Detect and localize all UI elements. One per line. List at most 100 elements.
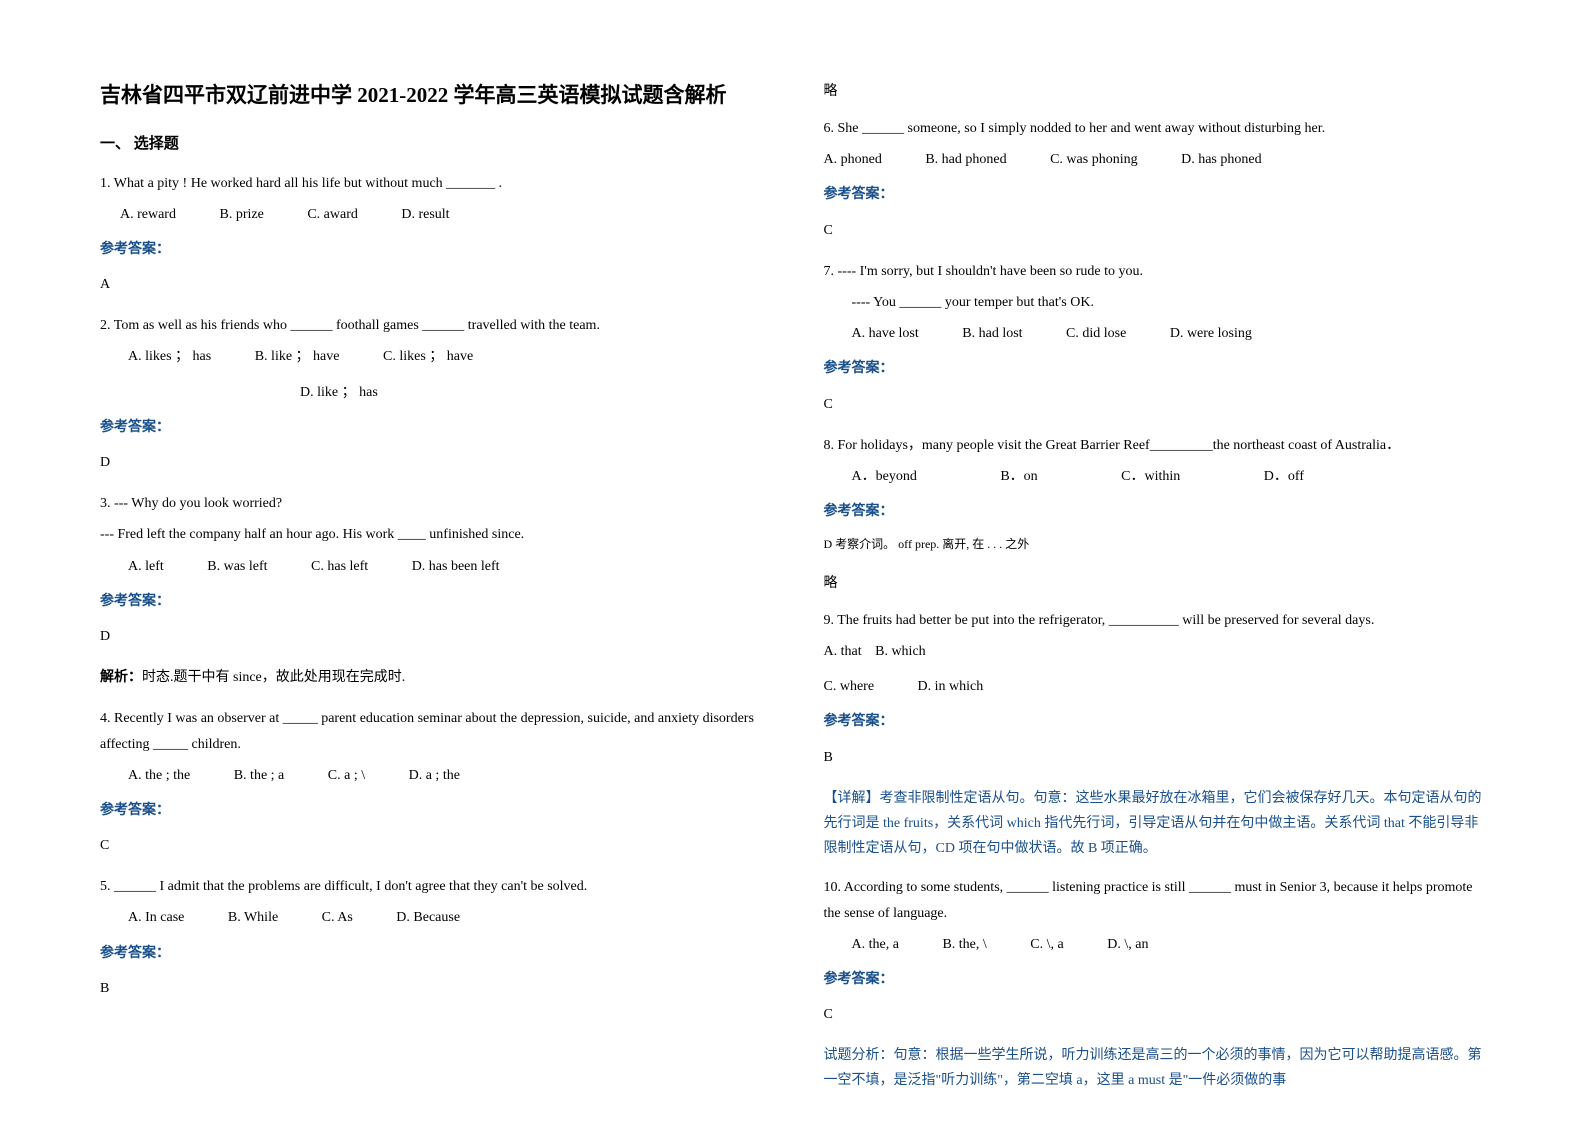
- question-3: 3. --- Why do you look worried? --- Fred…: [100, 491, 764, 690]
- q8-options: A．beyond B．on C．within D．off: [824, 464, 1488, 489]
- section-heading: 一、 选择题: [100, 132, 764, 153]
- q7-optD: D. were losing: [1170, 321, 1252, 346]
- q1-options: A. reward B. prize C. award D. result: [100, 202, 764, 227]
- question-4: 4. Recently I was an observer at _____ p…: [100, 706, 764, 858]
- question-1: 1. What a pity ! He worked hard all his …: [100, 171, 764, 298]
- q10-optA: A. the, a: [852, 932, 899, 957]
- q5-optA: A. In case: [128, 905, 184, 930]
- q6-optD: D. has phoned: [1181, 147, 1262, 172]
- q1-optA: A. reward: [120, 202, 176, 227]
- q10-options: A. the, a B. the, \ C. \, a D. \, an: [824, 932, 1488, 957]
- q9-optC: C. where: [824, 674, 875, 699]
- q5-answer: B: [100, 976, 764, 1001]
- q2-answer: D: [100, 450, 764, 475]
- q9-answer-label: 参考答案：: [824, 709, 1488, 734]
- q2-optB: B. like ； have: [255, 344, 340, 369]
- question-9: 9. The fruits had better be put into the…: [824, 608, 1488, 862]
- q1-optD: D. result: [401, 202, 449, 227]
- q4-answer-label: 参考答案：: [100, 798, 764, 823]
- question-8: 8. For holidays，many people visit the Gr…: [824, 433, 1488, 556]
- q10-text: 10. According to some students, ______ l…: [824, 875, 1488, 925]
- q9-options-row1: A. that B. which: [824, 639, 1488, 664]
- q8-optB: B．on: [1000, 464, 1037, 489]
- q4-optB: B. the ; a: [234, 763, 285, 788]
- q3-optB: B. was left: [207, 554, 267, 579]
- q3-text2: --- Fred left the company half an hour a…: [100, 522, 764, 547]
- q4-optC: C. a ; \: [328, 763, 365, 788]
- q7-text2: ---- You ______ your temper but that's O…: [824, 290, 1488, 315]
- q4-answer: C: [100, 833, 764, 858]
- q5-optD: D. Because: [396, 905, 460, 930]
- q1-optC: C. award: [307, 202, 358, 227]
- q6-text: 6. She ______ someone, so I simply nodde…: [824, 116, 1488, 141]
- q9-options-row2: C. where D. in which: [824, 674, 1488, 699]
- question-5: 5. ______ I admit that the problems are …: [100, 874, 764, 1001]
- q10-optD: D. \, an: [1107, 932, 1148, 957]
- q6-optA: A. phoned: [824, 147, 882, 172]
- q8-optD: D．off: [1264, 464, 1304, 489]
- q4-optA: A. the ; the: [128, 763, 190, 788]
- question-2: 2. Tom as well as his friends who ______…: [100, 313, 764, 475]
- q10-optC: C. \, a: [1030, 932, 1063, 957]
- q7-optB: B. had lost: [962, 321, 1022, 346]
- q2-optD: D. like ； has: [300, 380, 378, 405]
- q3-answer-label: 参考答案：: [100, 589, 764, 614]
- q7-text1: 7. ---- I'm sorry, but I shouldn't have …: [824, 259, 1488, 284]
- q1-text: 1. What a pity ! He worked hard all his …: [100, 171, 764, 196]
- q6-options: A. phoned B. had phoned C. was phoning D…: [824, 147, 1488, 172]
- q5-optC: C. As: [322, 905, 353, 930]
- q1-answer: A: [100, 272, 764, 297]
- q3-optA: A. left: [128, 554, 164, 579]
- q4-text: 4. Recently I was an observer at _____ p…: [100, 706, 764, 756]
- q7-answer: C: [824, 392, 1488, 417]
- q9-text: 9. The fruits had better be put into the…: [824, 608, 1488, 633]
- q3-text1: 3. --- Why do you look worried?: [100, 491, 764, 516]
- q5-answer-label: 参考答案：: [100, 941, 764, 966]
- q2-optA: A. likes ； has: [128, 344, 211, 369]
- q3-options: A. left B. was left C. has left D. has b…: [100, 554, 764, 579]
- q8-optA: A．beyond: [852, 464, 917, 489]
- q5-text: 5. ______ I admit that the problems are …: [100, 874, 764, 899]
- q2-text: 2. Tom as well as his friends who ______…: [100, 313, 764, 338]
- q9-optB: B. which: [875, 639, 926, 664]
- omit-1: 略: [824, 80, 1488, 100]
- q7-options: A. have lost B. had lost C. did lose D. …: [824, 321, 1488, 346]
- q5-options: A. In case B. While C. As D. Because: [100, 905, 764, 930]
- q2-options-row1: A. likes ； has B. like ； have C. likes ；…: [100, 344, 764, 369]
- right-column: 略 6. She ______ someone, so I simply nod…: [824, 80, 1488, 1042]
- q8-text: 8. For holidays，many people visit the Gr…: [824, 433, 1488, 458]
- q2-options-row2: D. like ； has: [100, 380, 764, 405]
- q10-optB: B. the, \: [942, 932, 986, 957]
- doc-title: 吉林省四平市双辽前进中学 2021-2022 学年高三英语模拟试题含解析: [100, 80, 764, 112]
- q7-optA: A. have lost: [852, 321, 919, 346]
- q2-optC: C. likes ； have: [383, 344, 473, 369]
- question-7: 7. ---- I'm sorry, but I shouldn't have …: [824, 259, 1488, 417]
- q6-answer: C: [824, 218, 1488, 243]
- q3-analysis: 解析：时态.题干中有 since，故此处用现在完成时.: [100, 665, 764, 690]
- q9-optA: A. that: [824, 639, 862, 664]
- q1-answer-label: 参考答案：: [100, 237, 764, 262]
- q9-optD: D. in which: [918, 674, 984, 699]
- q2-answer-label: 参考答案：: [100, 415, 764, 440]
- q6-optC: C. was phoning: [1050, 147, 1138, 172]
- q7-optC: C. did lose: [1066, 321, 1126, 346]
- q10-answer-label: 参考答案：: [824, 967, 1488, 992]
- q4-optD: D. a ; the: [409, 763, 460, 788]
- question-6: 6. She ______ someone, so I simply nodde…: [824, 116, 1488, 243]
- omit-2: 略: [824, 572, 1488, 592]
- question-10: 10. According to some students, ______ l…: [824, 875, 1488, 1093]
- left-column: 吉林省四平市双辽前进中学 2021-2022 学年高三英语模拟试题含解析 一、 …: [100, 80, 764, 1042]
- q3-analysis-text: 时态.题干中有 since，故此处用现在完成时.: [142, 670, 405, 685]
- q6-answer-label: 参考答案：: [824, 182, 1488, 207]
- q10-explanation: 试题分析：句意：根据一些学生所说，听力训练还是高三的一个必须的事情，因为它可以帮…: [824, 1043, 1488, 1093]
- q9-answer: B: [824, 745, 1488, 770]
- q8-optC: C．within: [1121, 464, 1180, 489]
- q7-answer-label: 参考答案：: [824, 356, 1488, 381]
- q3-optC: C. has left: [311, 554, 368, 579]
- q3-answer: D: [100, 624, 764, 649]
- q4-options: A. the ; the B. the ; a C. a ; \ D. a ; …: [100, 763, 764, 788]
- q5-optB: B. While: [228, 905, 278, 930]
- q1-optB: B. prize: [219, 202, 263, 227]
- q3-analysis-label: 解析：: [100, 670, 142, 685]
- q10-answer: C: [824, 1002, 1488, 1027]
